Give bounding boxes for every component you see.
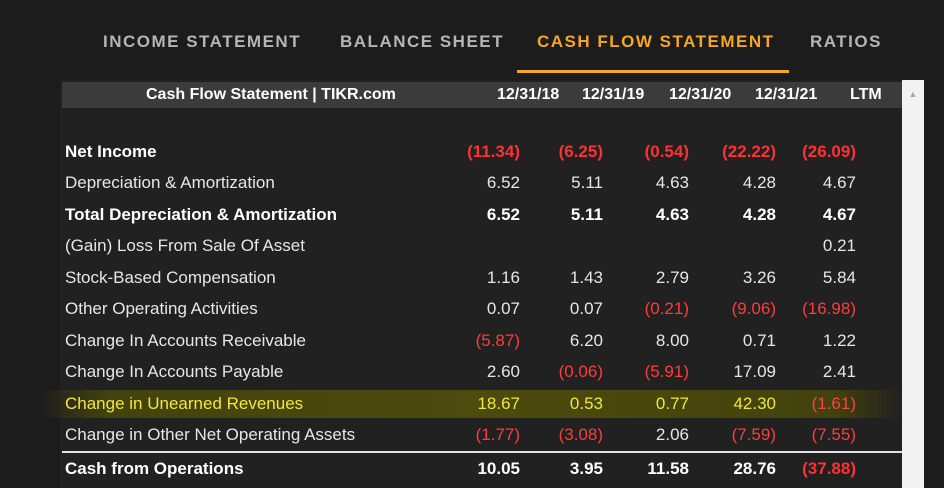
row-value: 42.30 <box>733 394 776 413</box>
active-tab-indicator <box>517 70 789 73</box>
row-label: Total Depreciation & Amortization <box>65 205 338 224</box>
row-value: 8.00 <box>655 331 689 350</box>
table-row: Change In Accounts Receivable (5.87) 6.20 8… <box>0 325 902 356</box>
tab-ratios[interactable]: RATIOS <box>810 32 882 51</box>
scroll-up-arrow-icon[interactable]: ▲ <box>908 89 918 99</box>
row-value: 4.63 <box>655 173 689 192</box>
row-value: (0.54) <box>644 142 689 161</box>
row-value: (22.22) <box>722 142 776 161</box>
row-value: (11.34) <box>467 142 520 161</box>
row-value: (26.09) <box>802 142 856 161</box>
row-value: 1.22 <box>822 331 856 350</box>
tab-cash-flow-statement[interactable]: CASH FLOW STATEMENT <box>537 32 775 51</box>
row-value: 0.07 <box>486 299 520 318</box>
row-label: (Gain) Loss From Sale Of Asset <box>65 236 305 255</box>
row-value: 5.11 <box>570 205 603 224</box>
row-value: 5.11 <box>571 173 603 192</box>
table-title: Cash Flow Statement | TIKR.com <box>146 86 396 103</box>
row-value: 0.77 <box>655 394 689 413</box>
row-value: (1.77) <box>475 425 520 444</box>
table-row: Total Depreciation & Amortization 6.52 5.1… <box>0 199 902 230</box>
row-value: (6.25) <box>558 142 603 161</box>
row-value: 4.28 <box>742 173 776 192</box>
row-value: (9.06) <box>731 299 776 318</box>
row-label: Depreciation & Amortization <box>65 173 275 192</box>
column-header-2020[interactable]: 12/31/20 <box>669 86 732 103</box>
row-value: 17.09 <box>733 362 776 381</box>
row-value: 2.60 <box>486 362 520 381</box>
highlight-marker <box>40 390 902 418</box>
row-value: 4.63 <box>655 205 689 224</box>
column-header-2018[interactable]: 12/31/18 <box>497 86 560 103</box>
row-value: 6.52 <box>486 173 520 192</box>
row-value: (5.87) <box>475 331 520 350</box>
row-value: 3.26 <box>742 268 776 287</box>
row-value: 28.76 <box>733 459 776 478</box>
row-value: 6.52 <box>486 205 520 224</box>
row-label: Cash from Operations <box>65 459 244 478</box>
table-row: Stock-Based Compensation 1.16 1.43 2.79 3.26… <box>0 262 902 293</box>
row-value: (1.61) <box>811 394 856 413</box>
row-label: Net Income <box>65 142 157 161</box>
row-value: 2.41 <box>822 362 856 381</box>
row-value: (0.21) <box>644 299 689 318</box>
row-value: 0.71 <box>742 331 776 350</box>
row-value: 0.21 <box>822 236 856 255</box>
table-row: Depreciation & Amortization 6.52 5.11 4.63 4… <box>0 167 902 198</box>
row-value: 0.07 <box>569 299 603 318</box>
row-value: 2.06 <box>655 425 689 444</box>
row-value: (5.91) <box>644 362 689 381</box>
vertical-scrollbar[interactable]: ▲ <box>902 80 924 488</box>
row-value: (0.06) <box>558 362 603 381</box>
row-label: Change in Unearned Revenues <box>65 394 304 413</box>
table-row: Other Operating Activities 0.07 0.07 (0.21)… <box>0 293 902 324</box>
row-value: 5.84 <box>822 268 856 287</box>
row-value: 10.05 <box>477 459 520 478</box>
table-row: Cash from Operations 10.05 3.95 11.58 28.76 (… <box>0 453 902 484</box>
row-value: 0.53 <box>569 394 603 413</box>
row-value: 2.79 <box>655 268 689 287</box>
row-value: 4.67 <box>822 173 856 192</box>
row-value: 11.58 <box>647 459 689 478</box>
row-value: 1.43 <box>569 268 603 287</box>
row-value: 6.20 <box>569 331 603 350</box>
table-row: Change in Other Net Operating Assets (1.7… <box>0 419 902 450</box>
row-label: Stock-Based Compensation <box>65 268 276 287</box>
total-divider <box>62 451 902 453</box>
row-value: 4.28 <box>742 205 776 224</box>
table-header: Cash Flow Statement | TIKR.com 12/31/18 … <box>62 82 902 108</box>
row-label: Change In Accounts Payable <box>65 362 284 381</box>
statement-tabs: INCOME STATEMENT BALANCE SHEET CASH FLOW… <box>0 0 944 80</box>
row-value: (37.88) <box>802 459 856 478</box>
table-panel <box>60 80 902 488</box>
row-label: Change In Accounts Receivable <box>65 331 306 350</box>
column-header-2019[interactable]: 12/31/19 <box>582 86 645 103</box>
row-value: (7.59) <box>731 425 776 444</box>
table-row: Change in Unearned Revenues 18.67 0.53 0.77… <box>0 388 902 419</box>
tab-balance-sheet[interactable]: BALANCE SHEET <box>340 32 505 51</box>
table-row: Net Income (11.34) (6.25) (0.54) (22.22) (26.… <box>0 136 902 167</box>
row-value: 1.16 <box>486 268 520 287</box>
table-row: Change In Accounts Payable 2.60 (0.06) (5.9… <box>0 356 902 387</box>
table-row: (Gain) Loss From Sale Of Asset 0.21 <box>0 230 902 261</box>
row-value: (16.98) <box>802 299 856 318</box>
row-value: 18.67 <box>477 394 520 413</box>
row-value: 4.67 <box>822 205 856 224</box>
tab-income-statement[interactable]: INCOME STATEMENT <box>103 32 302 51</box>
row-label: Other Operating Activities <box>65 299 258 318</box>
column-header-2021[interactable]: 12/31/21 <box>755 86 818 103</box>
column-header-ltm[interactable]: LTM <box>850 86 882 103</box>
row-value: (3.08) <box>558 425 603 444</box>
row-value: (7.55) <box>811 425 856 444</box>
row-value: 3.95 <box>569 459 603 478</box>
row-label: Change in Other Net Operating Assets <box>65 425 356 444</box>
